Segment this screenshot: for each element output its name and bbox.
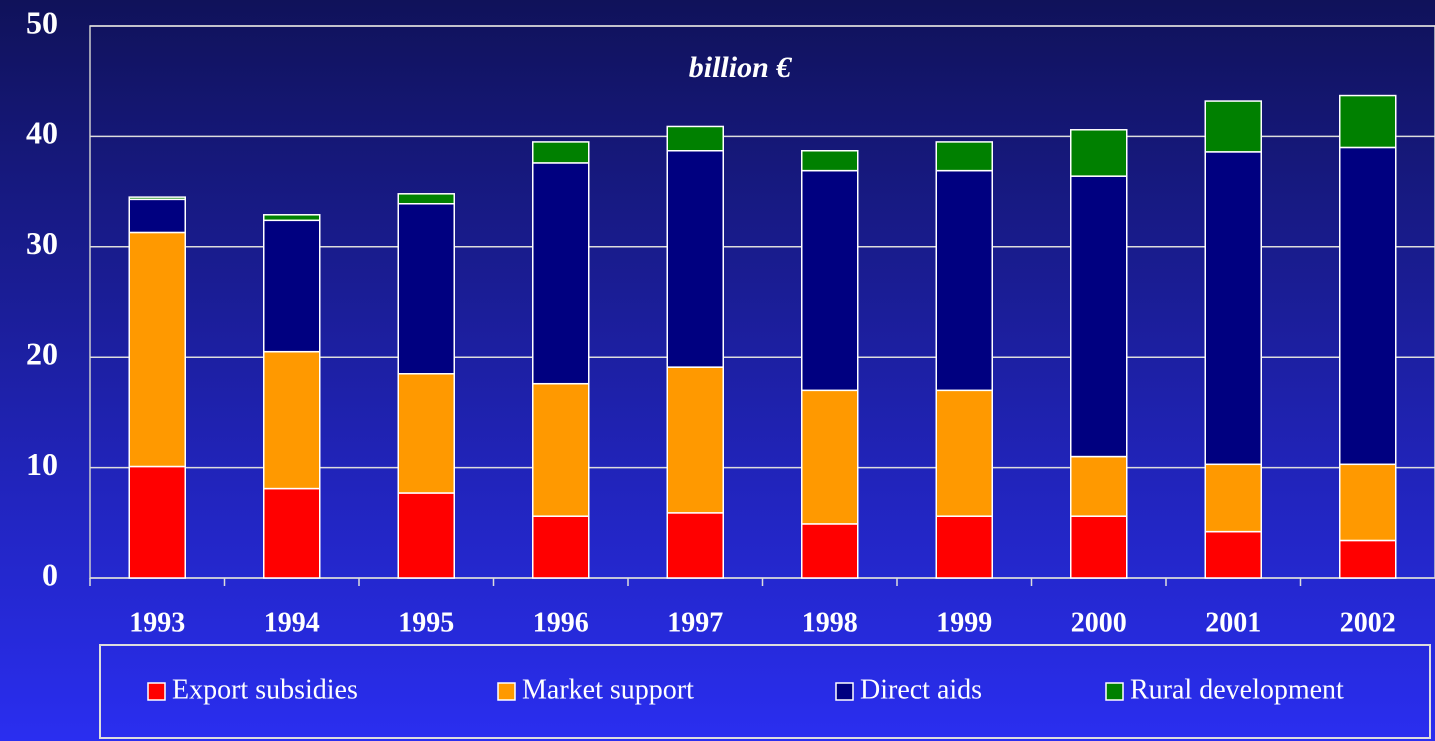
bar-segment [1204,463,1262,533]
legend-swatch [835,682,854,701]
bar-segment [1070,175,1128,458]
bar-segment [1204,151,1262,466]
bar-segment [1070,515,1128,579]
y-tick-label: 0 [42,556,58,592]
bar-segment [532,141,590,164]
y-tick-label: 30 [26,225,58,261]
x-tick-label: 1995 [398,607,454,638]
legend-label: Rural development [1130,674,1344,705]
legend-swatch [1105,682,1124,701]
legend-label: Market support [522,674,694,705]
bar-segment [263,219,321,353]
bar-segment [397,492,455,579]
y-tick-label: 10 [26,446,58,482]
bar-segment [263,350,321,490]
bar-segment [666,366,724,514]
x-tick-label: 2000 [1071,607,1127,638]
bar-segment [263,487,321,579]
x-tick-label: 1997 [667,607,723,638]
bar-segment [801,169,859,392]
bar-segment [1339,539,1397,579]
bar-segment [1339,146,1397,466]
legend-box [99,644,1431,739]
bar-segment [1070,129,1128,177]
bar-segment [801,389,859,525]
bar-segment [532,515,590,579]
x-tick-label: 2002 [1340,607,1396,638]
bar-segment [397,373,455,494]
bar-segment [128,196,186,201]
x-tick-label: 1994 [264,607,320,638]
bar-segment [935,169,993,392]
bar-segment [1204,100,1262,153]
bar-segment [801,523,859,579]
bar-segment [263,214,321,222]
bar-segment [666,512,724,579]
bar-segment [532,382,590,517]
bar-segment [1204,530,1262,579]
legend-label: Direct aids [860,674,982,705]
bar-segment [666,125,724,152]
legend-swatch [147,682,166,701]
y-tick-label: 40 [26,115,58,151]
bar-segment [1339,94,1397,149]
x-tick-label: 1993 [129,607,185,638]
bar-segment [128,231,186,468]
bar-segment [935,389,993,517]
chart-title: billion € [689,51,793,84]
x-tick-label: 2001 [1205,607,1261,638]
bar-segment [128,465,186,579]
bar-segment [935,141,993,172]
x-tick-label: 1998 [802,607,858,638]
bar-segment [532,162,590,385]
legend-label: Export subsidies [172,674,358,705]
bar-segment [666,150,724,368]
legend-swatch [497,682,516,701]
bar-segment [128,198,186,234]
bar-segment [397,202,455,375]
bar-segment [1339,463,1397,542]
x-tick-label: 1999 [936,607,992,638]
y-tick-label: 50 [26,4,58,40]
bar-segment [801,150,859,172]
x-tick-label: 1996 [533,607,589,638]
bar-segment [935,515,993,579]
bar-segment [1070,455,1128,517]
y-tick-label: 20 [26,336,58,372]
bar-segment [397,193,455,205]
